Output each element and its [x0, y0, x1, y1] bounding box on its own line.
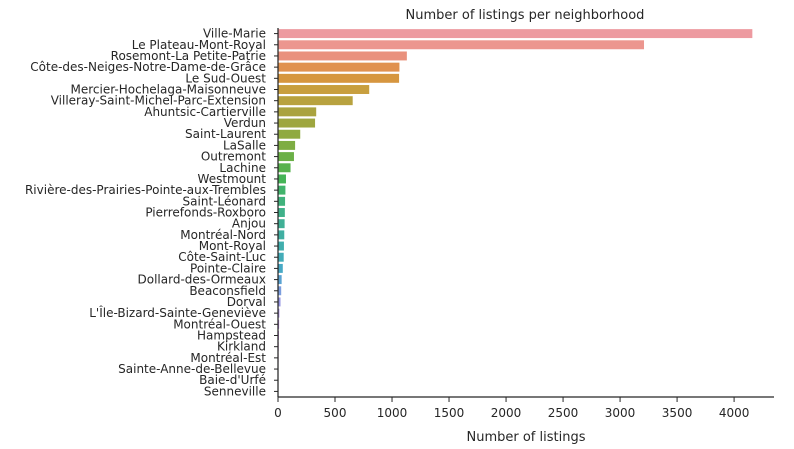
y-tick-label: Hampstead: [197, 329, 266, 343]
x-tick-label: 3500: [662, 406, 693, 420]
x-tick-label: 1000: [377, 406, 408, 420]
x-tick-label: 2000: [491, 406, 522, 420]
bar: [278, 230, 285, 240]
y-tick-label: L'Île-Bizard-Sainte-Geneviève: [89, 305, 266, 320]
y-tick-label: Montréal-Nord: [180, 228, 266, 242]
y-tick-label: LaSalle: [223, 138, 266, 152]
bars-group: [278, 29, 753, 396]
y-tick-label: Mercier-Hochelaga-Maisonneuve: [71, 83, 266, 97]
bar: [278, 286, 282, 296]
x-tick-label: 0: [274, 406, 282, 420]
y-tick-label: Montréal-Ouest: [173, 317, 266, 331]
y-tick-label: Le Plateau-Mont-Royal: [132, 38, 266, 52]
y-tick-label: Pierrefonds-Roxboro: [145, 206, 266, 220]
x-tick-label: 2500: [548, 406, 579, 420]
y-tick-label: Villeray-Saint-Michel-Parc-Extension: [51, 94, 266, 108]
bar: [278, 297, 281, 307]
bar: [278, 174, 286, 184]
bar: [278, 96, 353, 106]
y-tick-label: Montréal-Est: [190, 351, 266, 365]
bar: [278, 185, 286, 195]
bar: [278, 51, 407, 61]
bar: [278, 241, 284, 251]
bar: [278, 107, 317, 117]
y-tick-label: Anjou: [232, 217, 266, 231]
y-tick-label: Rosemont-La Petite-Patrie: [111, 49, 266, 63]
y-tick-label: Dollard-des-Ormeaux: [138, 273, 267, 287]
bar: [278, 252, 284, 262]
bar: [278, 40, 645, 50]
y-tick-label: Baie-d'Urfé: [199, 373, 266, 387]
y-tick-label: Dorval: [227, 295, 266, 309]
y-tick-label: Kirkland: [217, 340, 266, 354]
bar: [278, 118, 316, 128]
y-tick-label: Ville-Marie: [203, 27, 266, 41]
y-tick-label: Outremont: [201, 150, 266, 164]
y-tick-label: Ahuntsic-Cartierville: [144, 105, 266, 119]
y-tick-label: Mont-Royal: [199, 239, 266, 253]
bar: [278, 263, 283, 273]
chart-title: Number of listings per neighborhood: [406, 8, 645, 23]
x-tick-label: 1500: [434, 406, 465, 420]
y-tick-label: Westmount: [198, 172, 267, 186]
bar: [278, 275, 282, 285]
y-tick-label: Côte-Saint-Luc: [178, 250, 266, 264]
y-tick-label: Lachine: [219, 161, 266, 175]
y-tick-label: Beaconsfield: [189, 284, 266, 298]
y-tick-label: Saint-Laurent: [185, 127, 266, 141]
y-tick-label: Côte-des-Neiges-Notre-Dame-de-Grâce: [30, 60, 266, 74]
y-tick-label: Sainte-Anne-de-Bellevue: [118, 362, 266, 376]
bar: [278, 29, 753, 39]
bar: [278, 163, 291, 173]
bar: [278, 219, 285, 229]
y-tick-label: Pointe-Claire: [190, 261, 266, 275]
y-tick-label: Verdun: [224, 116, 266, 130]
bar: [278, 308, 280, 318]
x-axis-label: Number of listings: [467, 430, 586, 445]
bar: [278, 73, 400, 83]
x-tick-label: 4000: [719, 406, 750, 420]
bar: [278, 129, 301, 139]
y-tick-label: Saint-Léonard: [183, 194, 266, 208]
x-ticks: 0 500 1000 1500 2000 2500 3000 3500 4000: [274, 397, 749, 420]
x-tick-label: 3000: [605, 406, 636, 420]
y-tick-label: Rivière-des-Prairies-Pointe-aux-Trembles: [25, 183, 266, 197]
bar: [278, 208, 285, 217]
bar: [278, 85, 370, 94]
y-tick-label: Le Sud-Ouest: [185, 71, 266, 85]
x-tick-label: 500: [324, 406, 347, 420]
bar: [278, 196, 286, 206]
y-tick-label: Senneville: [204, 384, 266, 398]
bar: [278, 62, 400, 72]
bar: [278, 140, 296, 150]
bar: [278, 152, 294, 162]
